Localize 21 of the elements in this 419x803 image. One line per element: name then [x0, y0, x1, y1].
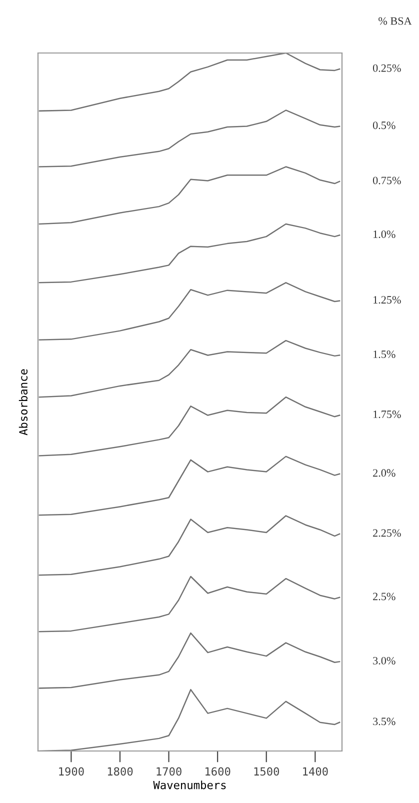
text: 2.0% — [373, 469, 396, 477]
x-tick-label: 1700 — [156, 767, 182, 776]
x-axis-title: Wavenumbers — [153, 780, 226, 790]
x-tick-label: 1400 — [303, 767, 328, 776]
text: 2.25% — [373, 529, 401, 537]
text: 1.5% — [374, 350, 396, 358]
text: 0.75% — [372, 176, 401, 184]
text: 1.25% — [374, 296, 401, 304]
text: 2.5% — [373, 592, 396, 600]
text: 1.0% — [374, 230, 396, 238]
y-axis-title: Absorbance — [18, 369, 28, 436]
legend-title: % BSA — [378, 17, 412, 25]
text: 1.75% — [374, 410, 401, 418]
x-tick-label: 1600 — [206, 767, 230, 776]
x-tick-label: 1900 — [59, 767, 84, 776]
text: 3.5% — [373, 718, 396, 726]
text: 0.5% — [372, 122, 396, 130]
text: 3.0% — [373, 656, 396, 664]
x-tick-label: 1500 — [254, 767, 280, 776]
x-tick-label: 1800 — [108, 767, 133, 776]
text: 0.25% — [372, 64, 401, 72]
